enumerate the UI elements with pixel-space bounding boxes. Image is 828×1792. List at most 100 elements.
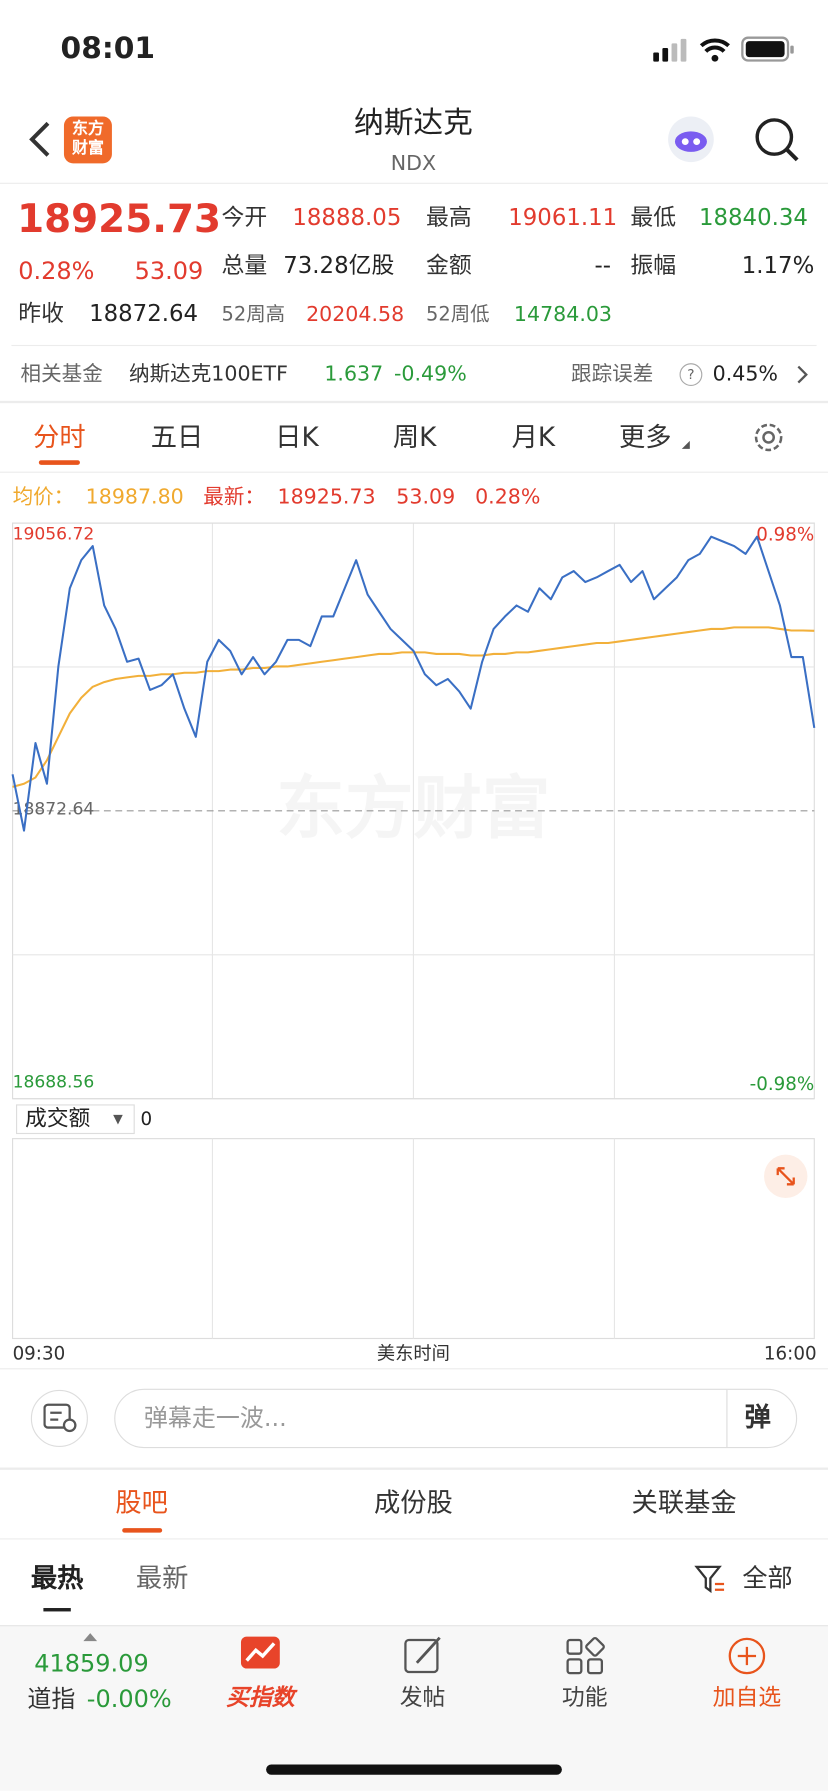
label: 52周低 (425, 303, 490, 327)
value: 20204.58 (306, 302, 405, 327)
x-tick-label: 09:30 (13, 1343, 66, 1364)
send-danmaku[interactable]: 弹 (744, 1403, 771, 1433)
divider (726, 1389, 728, 1447)
y2-tick-label: -0.98% (750, 1074, 815, 1095)
divider (0, 471, 828, 473)
index-change: -0.00% (86, 1685, 172, 1713)
legend-latest-value: 18925.73 (277, 485, 376, 510)
label: 跟踪误差 (571, 362, 654, 387)
period-tab[interactable]: 日K (275, 423, 319, 453)
nav-item[interactable]: 加自选 (712, 1683, 782, 1711)
placeholder: 弹幕走一波... (143, 1404, 287, 1432)
intraday-chart: 东方财富 09:30 美东时间 16:00 18688.56 18872.64 19… (11, 522, 817, 1364)
volume-selector[interactable] (15, 1104, 135, 1135)
tab-indicator (43, 1608, 71, 1612)
nav-item[interactable]: 买指数 (226, 1683, 295, 1711)
title: 纳斯达克 (354, 106, 473, 141)
price: 18925.73 (17, 196, 222, 243)
watermark: 东方财富 (276, 769, 550, 849)
nav-item[interactable]: 功能 (561, 1683, 608, 1711)
value: 73.28亿股 (283, 251, 395, 279)
arrow (83, 1633, 98, 1642)
value: -0.49% (394, 362, 467, 387)
x-axis-label: 美东时间 (377, 1343, 450, 1364)
tab-indicator (122, 1528, 163, 1533)
volume-label: 成交额 (25, 1106, 91, 1132)
legend-change-pct: 0.28% (475, 485, 541, 510)
divider (11, 344, 817, 347)
logo-text: 东方 (71, 119, 104, 139)
sub-tab[interactable]: 最新 (135, 1564, 189, 1594)
logo-text: 财富 (71, 139, 104, 158)
value: 0.45% (712, 362, 778, 387)
sub-tab[interactable]: 最热 (30, 1564, 84, 1594)
index-value: 41859.09 (34, 1649, 149, 1678)
label: 振幅 (630, 251, 677, 279)
subtitle: NDX (390, 151, 437, 176)
tab-indicator (38, 460, 80, 465)
value: 19061.11 (508, 203, 618, 231)
y2-tick-label: 0.98% (756, 525, 814, 546)
tab[interactable]: 成份股 (374, 1488, 453, 1519)
legend-avg: 均价： (12, 485, 75, 510)
value: 18888.05 (292, 203, 402, 231)
comment-input[interactable] (114, 1388, 798, 1449)
chevron (797, 365, 808, 384)
price-line (11, 535, 816, 832)
legend-latest: 最新： (203, 485, 265, 510)
header-icons (29, 116, 799, 164)
dropdown-arrow: ▼ (113, 1111, 123, 1127)
value: 14784.03 (513, 302, 613, 327)
y-tick-label: 18688.56 (13, 1073, 95, 1093)
divider (0, 1538, 828, 1540)
search-button[interactable] (755, 118, 794, 156)
divider (0, 182, 828, 184)
x-tick-label: 16:00 (764, 1343, 817, 1364)
y-tick-label: 19056.72 (13, 524, 95, 544)
y-tick-label: 18872.64 (13, 800, 95, 820)
divider (0, 1467, 828, 1470)
tab[interactable]: 股吧 (115, 1488, 168, 1519)
period-tab[interactable]: 更多 (618, 423, 672, 453)
value: 1.17% (741, 251, 815, 279)
back-button[interactable] (29, 121, 50, 157)
index-name: 道指 (27, 1685, 76, 1713)
value: 18872.64 (89, 299, 199, 327)
divider (0, 400, 828, 404)
icon (43, 1403, 77, 1433)
bottom-bar (0, 1625, 828, 1791)
period-tab[interactable]: 五日 (150, 423, 204, 453)
filter-icon (694, 1565, 725, 1594)
divider (0, 1368, 828, 1370)
period-tab[interactable]: 分时 (33, 423, 86, 453)
fund-name[interactable]: 纳斯达克100ETF (129, 362, 288, 387)
home-indicator (266, 1764, 562, 1775)
period-tab[interactable]: 周K (392, 423, 437, 453)
period-tab[interactable]: 月K (511, 423, 556, 453)
status-time: 08:01 (60, 31, 156, 67)
danmaku-toggle[interactable] (30, 1389, 88, 1447)
nav-item[interactable]: 发帖 (399, 1683, 446, 1711)
value: -- (594, 251, 612, 279)
tab[interactable]: 关联基金 (631, 1488, 737, 1519)
legend-avg-value: 18987.80 (85, 485, 184, 510)
legend-change: 53.09 (396, 485, 456, 510)
dropdown-arrow (681, 440, 690, 449)
label: 昨收 (18, 299, 64, 327)
settings-button[interactable] (750, 419, 787, 456)
status-icons (653, 36, 794, 62)
value: 1.637 (324, 362, 384, 387)
help-icon[interactable]: ? (679, 363, 703, 387)
label: 相关基金 (20, 362, 103, 387)
label: 总量 (221, 251, 268, 279)
change: 53.09 (134, 257, 204, 285)
change-pct: 0.28% (18, 257, 95, 285)
label: 金额 (425, 251, 472, 279)
label: 52周高 (221, 303, 286, 327)
filter[interactable]: 全部 (742, 1564, 793, 1594)
logo (63, 116, 112, 164)
volume-value: 0 (140, 1107, 153, 1130)
value: 18840.34 (698, 203, 808, 231)
nav-icons (240, 1636, 766, 1675)
